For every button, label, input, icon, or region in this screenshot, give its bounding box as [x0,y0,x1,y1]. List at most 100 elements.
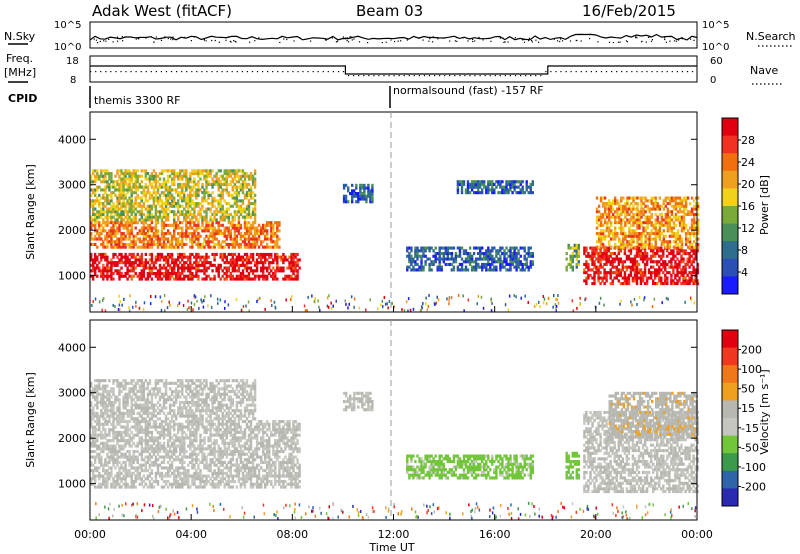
heatmap-cell [255,226,259,230]
heatmap-cell [96,237,99,241]
heatmap-cell [164,261,168,265]
heatmap-cell [112,232,115,236]
heatmap-cell [529,185,532,189]
heatmap-cell [243,252,247,256]
heatmap-cell [177,272,180,276]
heatmap-cell [608,240,611,244]
nave-point [666,71,668,73]
heatmap-cell [126,258,129,262]
heatmap-cell [623,279,627,283]
heatmap-cell [599,215,603,219]
heatmap-cell [118,177,121,181]
heatmap-cell [255,263,259,267]
heatmap-cell [625,254,629,258]
heatmap-cell [120,210,123,214]
heatmap-cell [454,260,458,264]
heatmap-cell [233,263,237,267]
heatmap-cell [634,212,637,216]
heatmap-cell [632,212,635,216]
heatmap-cell [170,258,174,262]
heatmap-cell [197,182,200,186]
heatmap-cell [96,452,99,456]
nsearch-point [346,37,348,39]
nsearch-point [171,37,173,39]
heatmap-cell [418,249,421,253]
heatmap-cell [612,232,615,236]
heatmap-cell [92,450,95,454]
heatmap-cell [158,193,162,197]
heatmap-cell [106,215,109,219]
heatmap-cell [247,232,251,236]
heatmap-cell [371,194,374,198]
heatmap-cell [243,223,247,227]
heatmap-cell [450,252,454,256]
heatmap-cell [189,274,192,278]
heatmap-cell [114,210,117,214]
heatmap-cell [243,266,247,270]
heatmap-cell [154,229,158,233]
heatmap-cell [483,265,486,269]
heatmap-cell [122,202,125,206]
heatmap-cell [187,204,190,208]
heatmap-cell [422,302,424,305]
heatmap-cell [642,210,645,214]
nsearch-point [351,39,353,41]
heatmap-cell [253,199,257,203]
heatmap-cell [116,480,119,484]
heatmap-cell [493,257,496,261]
heatmap-cell [668,245,672,249]
heatmap-cell [474,265,478,269]
heatmap-cell [330,306,333,310]
heatmap-cell [219,204,222,208]
heatmap-cell [187,221,190,225]
heatmap-cell [102,433,105,437]
heatmap-cell [294,266,297,270]
heatmap-cell [692,249,695,253]
heatmap-cell [627,254,631,258]
heatmap-cell [489,249,492,253]
heatmap-cell [477,191,480,195]
heatmap-cell [482,306,485,310]
heatmap-cell [644,218,647,222]
heatmap-cell [612,215,615,219]
heatmap-cell [144,177,147,181]
heatmap-cell [251,202,255,206]
heatmap-cell [603,303,605,307]
heatmap-cell [112,458,115,462]
heatmap-cell [154,182,158,186]
heatmap-cell [237,218,241,222]
heatmap-cell [481,268,484,272]
heatmap-cell [595,196,599,200]
nsearch-point [612,42,614,44]
heatmap-cell [575,257,578,261]
heatmap-cell [199,263,202,267]
heatmap-cell [116,226,119,230]
heatmap-cell [247,199,251,203]
heatmap-cell [110,185,113,189]
heatmap-cell [122,452,125,456]
heatmap-cell [697,207,700,211]
heatmap-cell [658,229,661,233]
heatmap-cell [106,180,109,184]
heatmap-cell [422,265,425,269]
heatmap-cell [150,174,154,178]
heatmap-cell [173,237,176,241]
heatmap-cell [284,255,287,259]
heatmap-cell [637,262,641,266]
heatmap-cell [511,257,514,261]
heatmap-cell [623,276,627,280]
heatmap-cell [150,221,154,225]
heatmap-cell [664,276,667,280]
heatmap-cell [450,246,454,250]
heatmap-cell [156,221,160,225]
heatmap-cell [676,282,679,286]
heatmap-cell [130,480,133,484]
heatmap-cell [684,279,687,283]
heatmap-cell [249,269,253,273]
heatmap-cell [164,277,168,281]
heatmap-cell [217,263,220,267]
heatmap-cell [593,249,596,253]
nave-point [110,71,112,73]
heatmap-cell [233,185,237,189]
heatmap-cell [162,272,166,276]
